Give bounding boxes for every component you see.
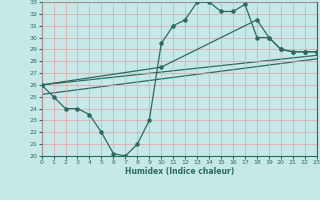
X-axis label: Humidex (Indice chaleur): Humidex (Indice chaleur)	[124, 167, 234, 176]
